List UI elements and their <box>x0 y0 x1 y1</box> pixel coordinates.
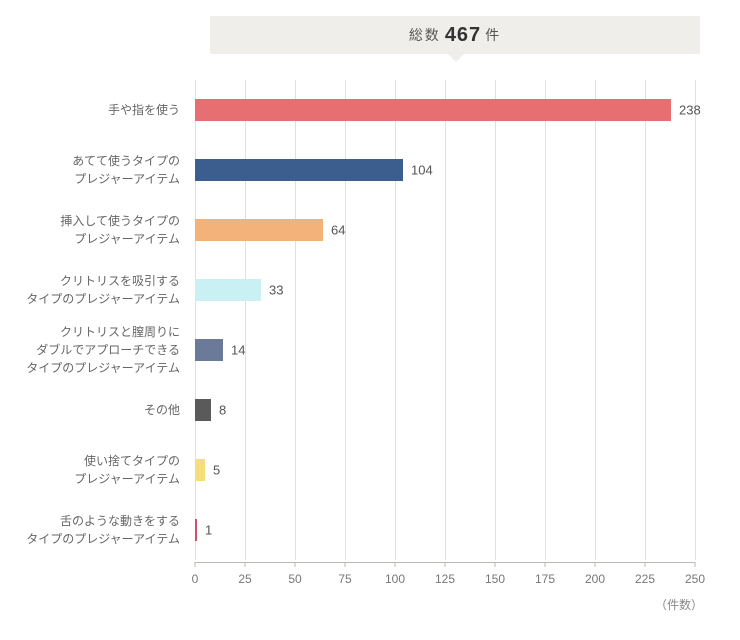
category-label: クリトリスと膣周りに ダブルでアプローチできる タイプのプレジャーアイテム <box>0 323 195 377</box>
tick-label: 0 <box>192 572 199 586</box>
bar-value: 8 <box>219 403 226 418</box>
tick-label: 100 <box>385 572 405 586</box>
tick-mark <box>445 562 446 567</box>
chart-row: クリトリスと膣周りに ダブルでアプローチできる タイプのプレジャーアイテム 14 <box>0 320 740 380</box>
plot-area: 104 <box>195 140 695 200</box>
total-suffix: 件 <box>485 25 501 45</box>
tick-mark <box>195 562 196 567</box>
bar-value: 64 <box>331 223 345 238</box>
chart-row: クリトリスを吸引する タイプのプレジャーアイテム 33 <box>0 260 740 320</box>
bar <box>195 399 211 421</box>
category-label: あてて使うタイプの プレジャーアイテム <box>0 152 195 188</box>
tick-label: 175 <box>535 572 555 586</box>
plot-area: 64 <box>195 200 695 260</box>
bar <box>195 279 261 301</box>
plot-area: 1 <box>195 500 695 560</box>
tick-mark <box>595 562 596 567</box>
bar-chart: 手や指を使う238あてて使うタイプの プレジャーアイテム104挿入して使うタイプ… <box>0 80 740 560</box>
tick-label: 150 <box>485 572 505 586</box>
bar <box>195 99 671 121</box>
bar <box>195 159 403 181</box>
tick-mark <box>395 562 396 567</box>
total-prefix: 総数 <box>409 25 441 45</box>
tick-label: 25 <box>238 572 251 586</box>
tick-label: 200 <box>585 572 605 586</box>
tick-label: 75 <box>338 572 351 586</box>
tick-label: 250 <box>685 572 705 586</box>
tick-mark <box>295 562 296 567</box>
category-label: 挿入して使うタイプの プレジャーアイテム <box>0 212 195 248</box>
tick-mark <box>245 562 246 567</box>
bar-value: 14 <box>231 343 245 358</box>
total-count: 467 <box>445 24 481 47</box>
chart-row: 舌のような動きをする タイプのプレジャーアイテム 1 <box>0 500 740 560</box>
bar-value: 33 <box>269 283 283 298</box>
category-label: その他 <box>0 401 195 419</box>
bar <box>195 459 205 481</box>
category-label: 舌のような動きをする タイプのプレジャーアイテム <box>0 512 195 548</box>
chart-row: 挿入して使うタイプの プレジャーアイテム 64 <box>0 200 740 260</box>
banner-pointer <box>448 54 464 62</box>
chart-row: 使い捨てタイプの プレジャーアイテム 5 <box>0 440 740 500</box>
plot-area: 5 <box>195 440 695 500</box>
bar-value: 5 <box>213 463 220 478</box>
total-banner: 総数 467 件 <box>210 16 700 54</box>
tick-mark <box>695 562 696 567</box>
tick-label: 225 <box>635 572 655 586</box>
plot-area: 8 <box>195 380 695 440</box>
bar-value: 104 <box>411 163 433 178</box>
tick-mark <box>345 562 346 567</box>
x-axis-label: （件数） <box>655 596 703 613</box>
tick-label: 125 <box>435 572 455 586</box>
chart-row: 手や指を使う238 <box>0 80 740 140</box>
tick-mark <box>495 562 496 567</box>
tick-mark <box>645 562 646 567</box>
category-label: クリトリスを吸引する タイプのプレジャーアイテム <box>0 272 195 308</box>
chart-row: あてて使うタイプの プレジャーアイテム 104 <box>0 140 740 200</box>
bar-value: 1 <box>205 523 212 538</box>
tick-mark <box>545 562 546 567</box>
category-label: 手や指を使う <box>0 101 195 119</box>
tick-label: 50 <box>288 572 301 586</box>
bar <box>195 339 223 361</box>
bar <box>195 519 197 541</box>
plot-area: 14 <box>195 320 695 380</box>
category-label: 使い捨てタイプの プレジャーアイテム <box>0 452 195 488</box>
bar-value: 238 <box>679 103 701 118</box>
bar <box>195 219 323 241</box>
plot-area: 238 <box>195 80 695 140</box>
plot-area: 33 <box>195 260 695 320</box>
chart-row: その他 8 <box>0 380 740 440</box>
